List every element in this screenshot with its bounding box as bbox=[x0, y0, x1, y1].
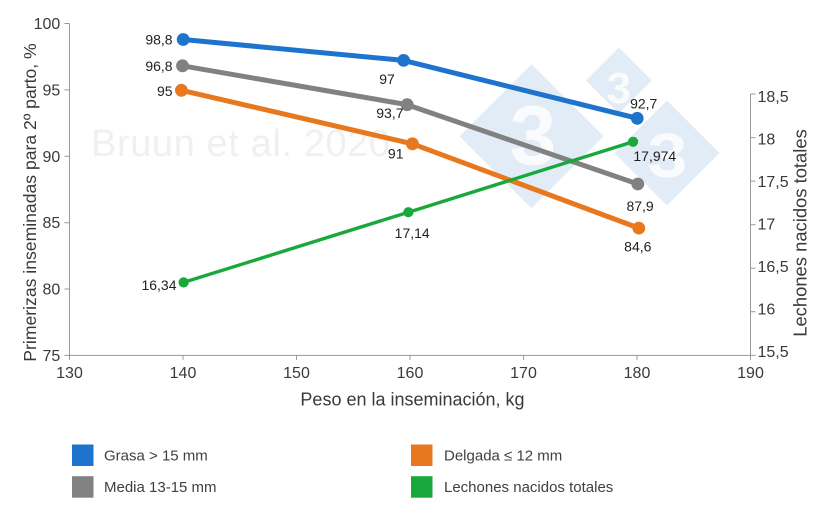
svg-text:91: 91 bbox=[388, 146, 404, 162]
svg-text:16,34: 16,34 bbox=[141, 277, 176, 293]
svg-text:Bruun et al. 2020: Bruun et al. 2020 bbox=[91, 123, 391, 165]
svg-text:95: 95 bbox=[157, 83, 173, 99]
svg-text:100: 100 bbox=[34, 16, 61, 33]
svg-text:84,6: 84,6 bbox=[624, 239, 651, 255]
svg-text:95: 95 bbox=[43, 82, 61, 99]
svg-text:18,5: 18,5 bbox=[758, 89, 789, 106]
svg-text:130: 130 bbox=[56, 365, 83, 382]
svg-text:Peso en la inseminación, kg: Peso en la inseminación, kg bbox=[300, 390, 524, 410]
svg-text:92,7: 92,7 bbox=[630, 96, 657, 112]
svg-text:97: 97 bbox=[379, 71, 395, 87]
svg-text:17,5: 17,5 bbox=[758, 174, 789, 191]
svg-text:140: 140 bbox=[170, 365, 197, 382]
svg-text:93,7: 93,7 bbox=[376, 105, 403, 121]
svg-text:17: 17 bbox=[758, 217, 776, 234]
svg-text:16,5: 16,5 bbox=[758, 259, 789, 276]
svg-text:98,8: 98,8 bbox=[145, 32, 172, 48]
svg-text:17,14: 17,14 bbox=[395, 225, 430, 241]
svg-text:160: 160 bbox=[397, 365, 424, 382]
svg-text:Primerizas inseminadas para 2º: Primerizas inseminadas para 2º parto, % bbox=[20, 43, 40, 362]
svg-text:80: 80 bbox=[43, 282, 61, 299]
svg-text:90: 90 bbox=[43, 149, 61, 166]
svg-text:Grasa > 15 mm: Grasa > 15 mm bbox=[104, 448, 208, 465]
svg-text:190: 190 bbox=[737, 365, 764, 382]
svg-text:18: 18 bbox=[758, 132, 776, 149]
svg-text:85: 85 bbox=[43, 215, 61, 232]
svg-text:17,974: 17,974 bbox=[633, 148, 676, 164]
svg-text:150: 150 bbox=[283, 365, 310, 382]
svg-text:170: 170 bbox=[510, 365, 537, 382]
svg-text:3: 3 bbox=[647, 122, 687, 191]
svg-text:16: 16 bbox=[758, 302, 776, 319]
svg-text:3: 3 bbox=[607, 64, 631, 113]
svg-text:180: 180 bbox=[624, 365, 651, 382]
svg-text:Delgada ≤ 12 mm: Delgada ≤ 12 mm bbox=[444, 448, 562, 465]
svg-text:Lechones nacidos totales: Lechones nacidos totales bbox=[790, 129, 811, 337]
svg-text:Lechones nacidos totales: Lechones nacidos totales bbox=[444, 479, 613, 496]
svg-text:Media 13-15 mm: Media 13-15 mm bbox=[104, 479, 217, 496]
svg-text:15,5: 15,5 bbox=[758, 344, 789, 361]
svg-text:75: 75 bbox=[43, 348, 61, 365]
svg-text:87,9: 87,9 bbox=[626, 198, 653, 214]
svg-text:96,8: 96,8 bbox=[145, 58, 172, 74]
